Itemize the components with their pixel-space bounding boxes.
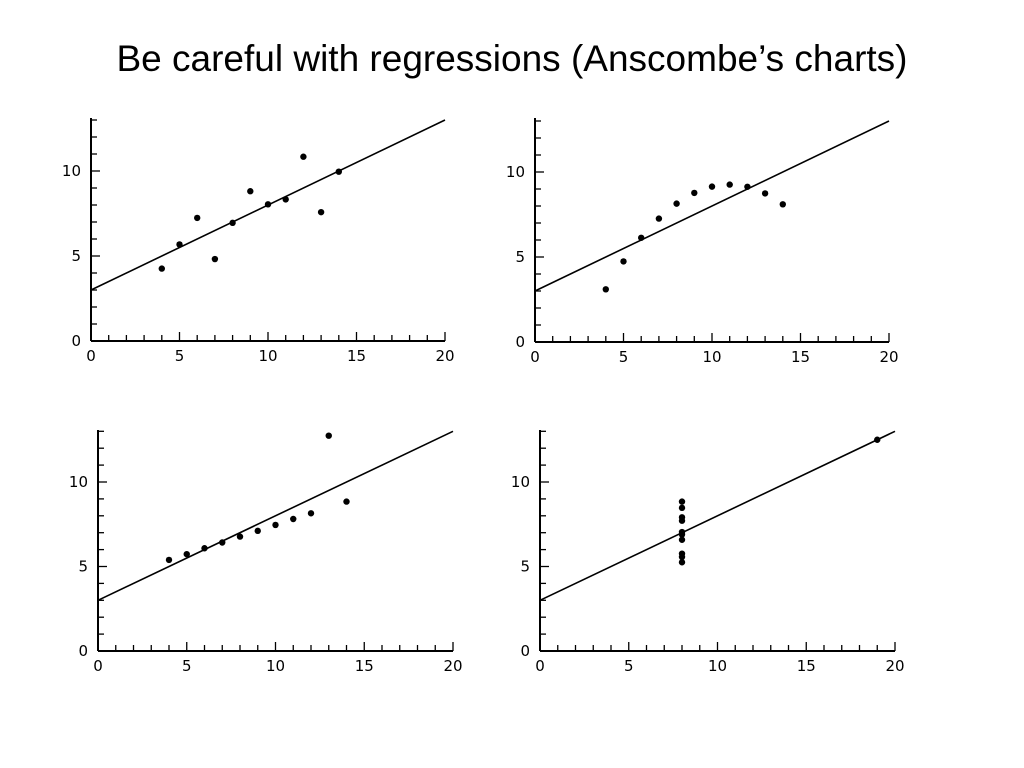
data-point bbox=[229, 219, 236, 227]
x-tick-label: 5 bbox=[182, 657, 192, 675]
x-tick-label: 10 bbox=[266, 657, 285, 675]
data-point bbox=[620, 258, 627, 265]
data-point bbox=[691, 189, 698, 197]
data-point bbox=[317, 208, 325, 216]
x-tick-label: 5 bbox=[175, 347, 185, 365]
x-tick-label: 5 bbox=[624, 657, 634, 675]
data-point bbox=[272, 521, 279, 529]
x-tick-label: 15 bbox=[797, 657, 816, 675]
data-point bbox=[300, 153, 307, 160]
chart-panel-3: 0 5 10 15 20 0 5 10 bbox=[69, 430, 463, 675]
y-tick-label: 5 bbox=[78, 558, 88, 576]
data-point bbox=[165, 556, 173, 564]
chart-panel-2: 0 5 10 15 20 0 5 10 bbox=[506, 118, 899, 366]
data-point bbox=[236, 533, 244, 540]
data-point bbox=[744, 183, 751, 190]
slide-title: Be careful with regressions (Anscombe’s … bbox=[116, 38, 908, 79]
data-point bbox=[779, 201, 786, 208]
x-tick-label: 10 bbox=[258, 347, 277, 365]
data-point bbox=[874, 436, 881, 443]
regression-line bbox=[539, 430, 896, 602]
regression-line bbox=[534, 120, 890, 292]
data-point bbox=[194, 214, 201, 222]
x-tick-label: 0 bbox=[86, 347, 96, 365]
data-point bbox=[264, 201, 272, 208]
data-point bbox=[158, 265, 165, 272]
data-point bbox=[343, 498, 350, 505]
x-tick-label: 0 bbox=[535, 657, 545, 675]
data-point bbox=[678, 536, 686, 543]
data-point bbox=[247, 188, 254, 195]
x-tick-label: 15 bbox=[355, 657, 374, 675]
y-tick-label: 10 bbox=[506, 163, 525, 181]
y-tick-label: 10 bbox=[62, 162, 81, 180]
data-point bbox=[602, 286, 609, 293]
data-point bbox=[325, 432, 332, 439]
data-point bbox=[678, 553, 686, 561]
data-point bbox=[678, 514, 686, 521]
data-point bbox=[201, 545, 208, 552]
data-point bbox=[678, 531, 686, 538]
data-point bbox=[655, 215, 663, 222]
data-point bbox=[290, 515, 297, 523]
y-tick-label: 0 bbox=[78, 642, 88, 660]
y-tick-label: 5 bbox=[71, 247, 81, 265]
y-tick-label: 5 bbox=[520, 558, 530, 576]
x-tick-label: 20 bbox=[443, 657, 462, 675]
x-tick-label: 15 bbox=[791, 348, 810, 366]
x-tick-label: 20 bbox=[435, 347, 454, 365]
data-point bbox=[678, 559, 686, 566]
data-point bbox=[673, 200, 680, 207]
regression-line bbox=[97, 430, 454, 602]
data-point bbox=[726, 181, 733, 188]
data-point bbox=[708, 183, 716, 190]
y-tick-label: 5 bbox=[515, 248, 525, 266]
y-tick-label: 0 bbox=[515, 333, 525, 351]
x-tick-label: 20 bbox=[885, 657, 904, 675]
data-point bbox=[183, 550, 190, 558]
chart-panel-4: 0 5 10 15 20 0 5 10 bbox=[511, 430, 905, 675]
y-tick-label: 10 bbox=[511, 473, 530, 491]
data-point bbox=[307, 510, 315, 517]
x-tick-label: 5 bbox=[619, 348, 629, 366]
chart-panel-1: 0 5 10 15 20 0 5 10 bbox=[62, 118, 455, 365]
data-point bbox=[761, 190, 769, 197]
x-tick-label: 10 bbox=[708, 657, 727, 675]
x-tick-label: 15 bbox=[347, 347, 366, 365]
y-tick-label: 10 bbox=[69, 473, 88, 491]
data-point bbox=[678, 504, 686, 512]
data-point bbox=[254, 527, 261, 535]
data-point bbox=[282, 196, 289, 203]
data-point bbox=[638, 234, 645, 241]
x-tick-label: 10 bbox=[702, 348, 721, 366]
data-point bbox=[219, 539, 226, 546]
data-point bbox=[678, 498, 686, 505]
data-point bbox=[335, 168, 342, 175]
data-point bbox=[176, 241, 183, 248]
x-tick-label: 20 bbox=[879, 348, 898, 366]
y-tick-label: 0 bbox=[71, 332, 81, 350]
data-point bbox=[211, 255, 219, 263]
y-tick-label: 0 bbox=[520, 642, 530, 660]
x-tick-label: 0 bbox=[93, 657, 103, 675]
x-tick-label: 0 bbox=[530, 348, 540, 366]
